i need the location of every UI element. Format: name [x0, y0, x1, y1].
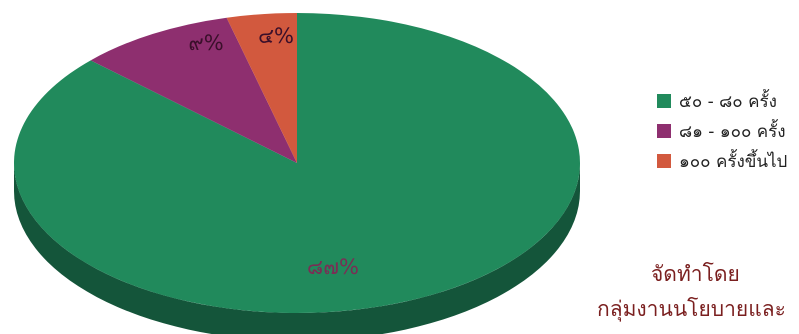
pie-slice [226, 13, 297, 163]
legend: ๕๐ - ๘๐ ครั้ง ๘๑ - ๑๐๐ ครั้ง ๑๐๐ ครั้งขึ… [657, 88, 787, 178]
credit-organization: กลุ่มงานนโยบายและ [597, 297, 786, 321]
pie-data-labels: ๘๗% ๙% ๔% [188, 24, 359, 279]
pie-data-label: ๔% [258, 24, 294, 48]
legend-item: ๕๐ - ๘๐ ครั้ง [657, 88, 787, 114]
pie-slice [90, 17, 298, 164]
legend-item: ๑๐๐ ครั้งขึ้นไป [657, 148, 787, 174]
pie-data-label: ๙% [188, 31, 223, 55]
legend-item: ๘๑ - ๑๐๐ ครั้ง [657, 118, 787, 144]
legend-label: ๕๐ - ๘๐ ครั้ง [679, 91, 777, 112]
legend-label: ๑๐๐ ครั้งขึ้นไป [679, 151, 788, 172]
pie-slice [13, 13, 580, 313]
legend-swatch [657, 124, 671, 138]
pie-data-label: ๘๗% [307, 255, 359, 279]
credit-heading: จัดทำโดย [651, 262, 740, 286]
pie-slices [13, 13, 580, 313]
legend-swatch [657, 154, 671, 168]
legend-label: ๘๑ - ๑๐๐ ครั้ง [679, 121, 786, 142]
legend-swatch [657, 94, 671, 108]
